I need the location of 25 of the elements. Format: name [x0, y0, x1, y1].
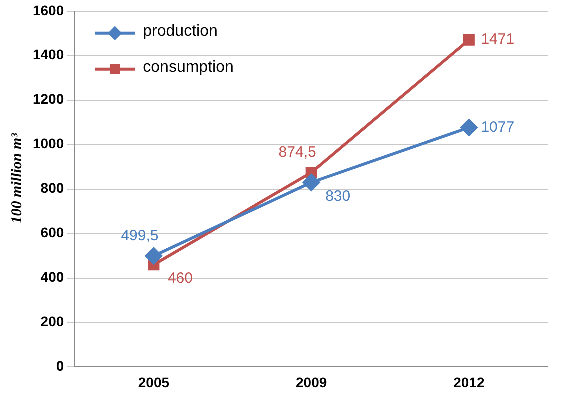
data-label: 874,5	[278, 144, 316, 161]
point	[463, 34, 475, 46]
x-tick-label: 2005	[138, 374, 170, 390]
data-label: 1471	[481, 31, 515, 48]
y-tick-label: 200	[40, 314, 64, 330]
x-tick-label: 2009	[296, 374, 328, 390]
data-label: 460	[168, 270, 193, 288]
legend-label: consumption	[143, 58, 234, 76]
y-tick-label: 600	[40, 224, 64, 241]
point	[145, 248, 162, 265]
data-label: 499,5	[121, 227, 159, 244]
y-tick-label: 800	[40, 180, 64, 196]
y-tick-label: 1400	[32, 46, 64, 63]
legend-label: production	[143, 22, 218, 40]
point	[460, 119, 478, 136]
data-label: 1077	[481, 118, 515, 136]
data-label: 830	[326, 188, 351, 205]
y-tick-label: 1600	[32, 2, 64, 18]
point	[303, 174, 320, 192]
y-axis-title: 100 million m³	[10, 132, 26, 226]
y-tick-label: 400	[40, 269, 64, 286]
y-tick-label: 0	[56, 358, 64, 374]
y-tick-label: 1200	[32, 91, 64, 108]
x-tick-label: 2012	[454, 374, 485, 390]
y-tick-label: 1000	[32, 136, 64, 152]
